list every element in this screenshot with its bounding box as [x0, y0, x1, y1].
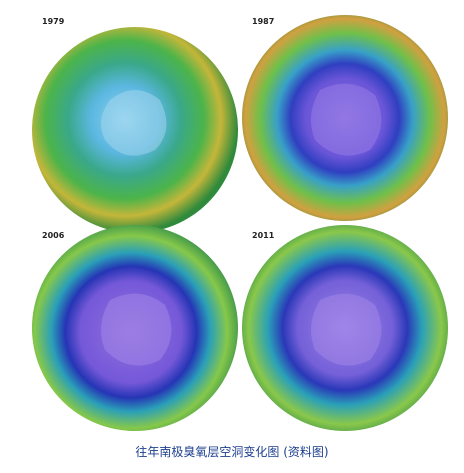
globe-2006: [32, 225, 238, 431]
year-label: 1979: [42, 17, 65, 26]
year-label: 1987: [252, 17, 274, 26]
caption: 往年南极臭氧层空洞变化图 (资料图): [135, 444, 328, 459]
globe-1979: [32, 27, 238, 233]
globe-1987: [242, 15, 448, 221]
globe-2011: [242, 225, 448, 431]
year-label: 2011: [252, 231, 275, 240]
year-label: 2006: [42, 231, 65, 240]
